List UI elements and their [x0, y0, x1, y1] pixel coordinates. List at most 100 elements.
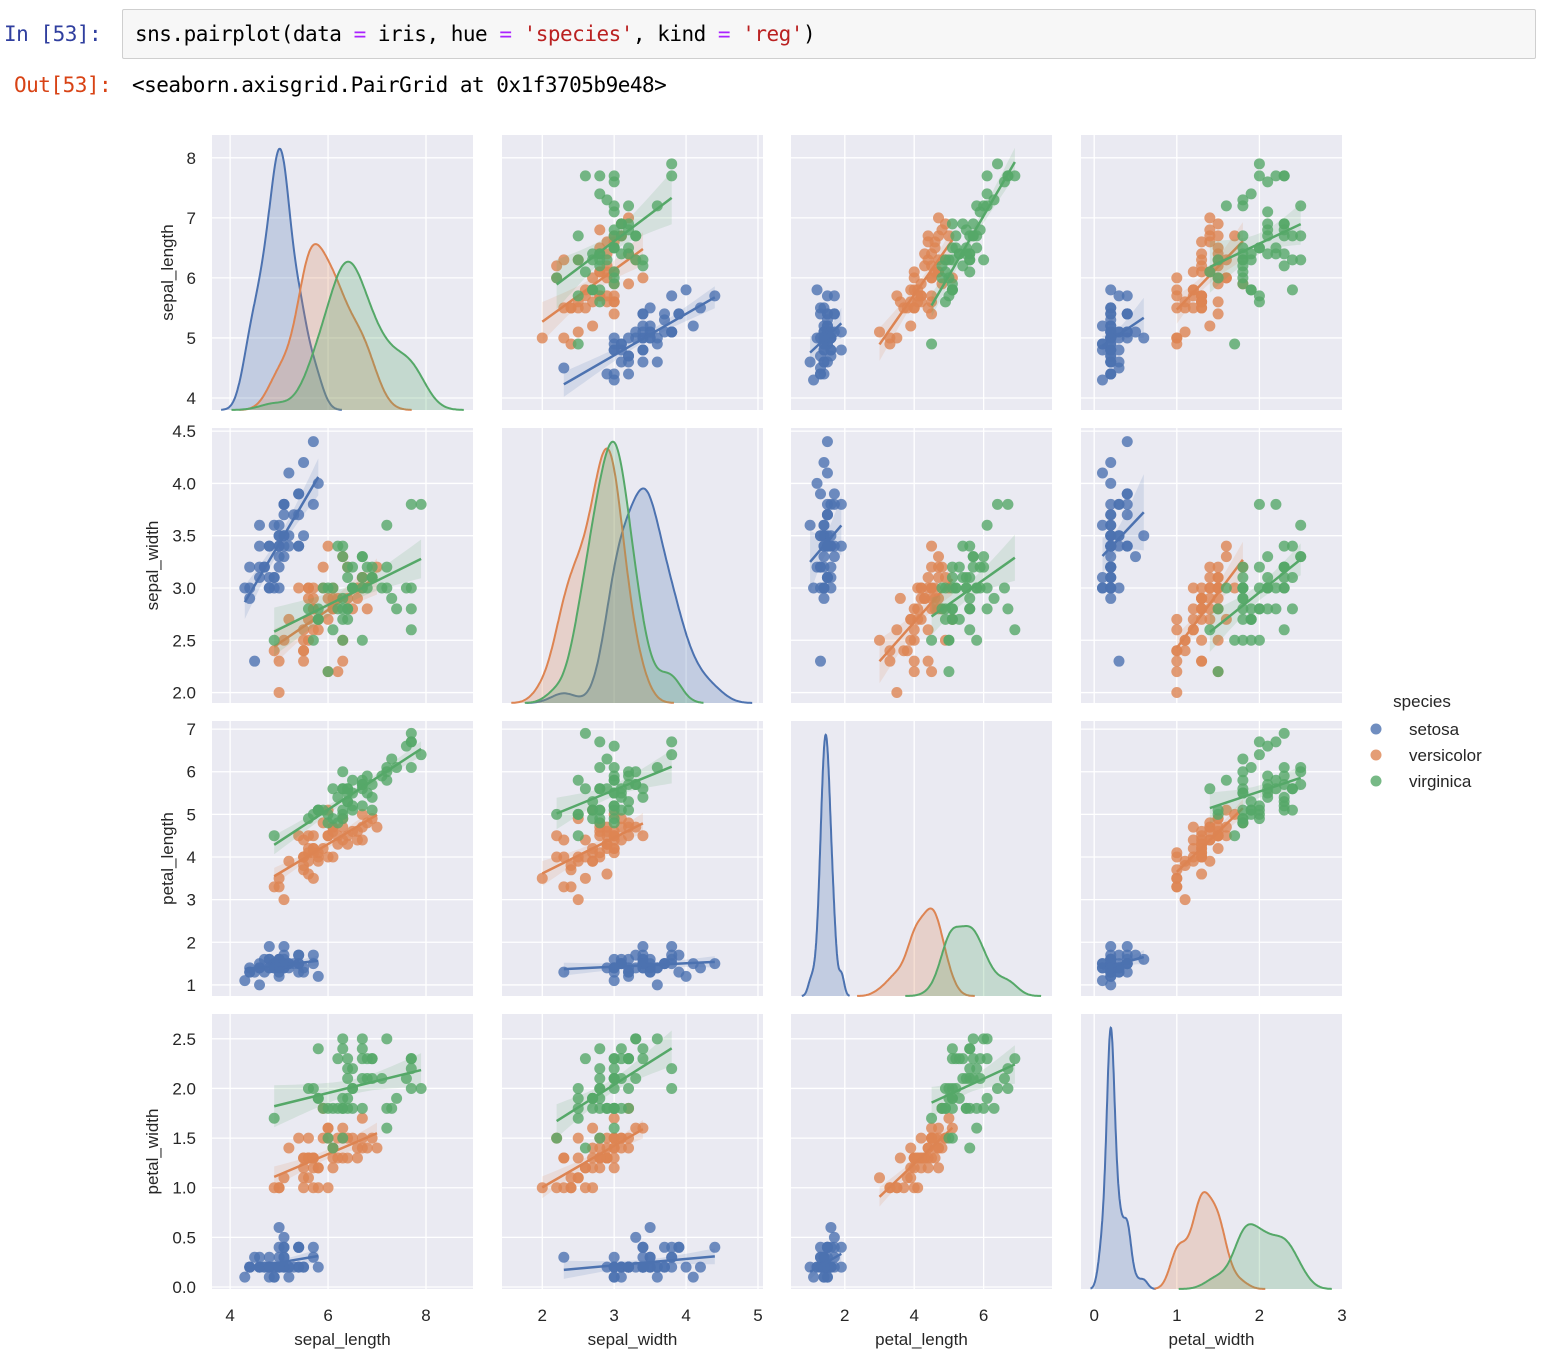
point-versicolor: [356, 808, 368, 820]
legend-marker-virginica: [1370, 775, 1382, 787]
point-virginica: [572, 1082, 584, 1094]
regression-line-virginica: [930, 161, 1016, 307]
point-setosa: [1121, 488, 1133, 500]
point-setosa: [815, 488, 827, 500]
point-setosa: [651, 979, 663, 991]
point-setosa: [818, 551, 830, 563]
point-setosa: [818, 1271, 830, 1283]
point-versicolor: [919, 260, 931, 272]
point-versicolor: [1220, 830, 1232, 842]
x-tick-label: 8: [421, 1306, 430, 1325]
point-versicolor: [536, 872, 548, 884]
code-cell[interactable]: sns.pairplot(data = iris, hue = 'species…: [122, 9, 1536, 59]
point-virginica: [992, 498, 1004, 510]
point-virginica: [1237, 603, 1249, 615]
regression-line-virginica: [1209, 558, 1302, 634]
point-virginica: [957, 540, 969, 552]
point-setosa: [1105, 551, 1117, 563]
point-versicolor: [579, 872, 591, 884]
point-versicolor: [317, 561, 329, 573]
point-virginica: [405, 498, 417, 510]
point-virginica: [1237, 572, 1249, 584]
point-virginica: [623, 1053, 635, 1065]
point-virginica: [366, 572, 378, 584]
point-setosa: [249, 1251, 261, 1263]
point-setosa: [1138, 530, 1150, 542]
point-virginica: [337, 613, 349, 625]
point-versicolor: [943, 1112, 955, 1124]
point-setosa: [623, 356, 635, 368]
point-versicolor: [608, 825, 620, 837]
point-virginica: [1253, 813, 1265, 825]
point-versicolor: [332, 838, 344, 850]
point-setosa: [811, 284, 823, 296]
kde-fill-versicolor: [1154, 1192, 1266, 1289]
point-versicolor: [915, 1132, 927, 1144]
point-virginica: [608, 1053, 620, 1065]
point-virginica: [1237, 804, 1249, 816]
point-setosa: [811, 477, 823, 489]
point-virginica: [939, 1082, 951, 1094]
point-versicolor: [908, 655, 920, 667]
point-versicolor: [298, 634, 310, 646]
point-setosa: [808, 1271, 820, 1283]
y-tick-label: 8: [187, 149, 196, 168]
point-virginica: [957, 218, 969, 230]
point-versicolor: [565, 864, 577, 876]
point-setosa: [298, 530, 310, 542]
point-setosa: [268, 572, 280, 584]
point-virginica: [946, 278, 958, 290]
point-virginica: [551, 808, 563, 820]
x-axis-label: petal_width: [1168, 1330, 1254, 1349]
point-versicolor: [1171, 624, 1183, 636]
point-virginica: [1237, 634, 1249, 646]
point-setosa: [263, 941, 275, 953]
y-tick-label: 0.5: [172, 1228, 196, 1247]
point-versicolor: [1204, 613, 1216, 625]
point-virginica: [666, 170, 678, 182]
point-versicolor: [283, 1142, 295, 1154]
panel-petal_width-vs-petal_width: 0 1 2 3 petal_width: [1081, 1014, 1347, 1349]
point-virginica: [1237, 774, 1249, 786]
point-virginica: [946, 572, 958, 584]
point-versicolor: [922, 624, 934, 636]
point-setosa: [825, 498, 837, 510]
y-tick-label: 4.5: [172, 422, 196, 441]
point-setosa: [608, 1271, 620, 1283]
point-setosa: [239, 1271, 251, 1283]
point-virginica: [1278, 770, 1290, 782]
point-virginica: [337, 603, 349, 615]
point-virginica: [964, 603, 976, 615]
point-setosa: [608, 1251, 620, 1263]
point-setosa: [1121, 509, 1133, 521]
point-setosa: [694, 962, 706, 974]
point-versicolor: [558, 881, 570, 893]
x-tick-label: 5: [753, 1306, 762, 1325]
point-versicolor: [933, 551, 945, 563]
point-versicolor: [307, 582, 319, 594]
point-virginica: [1295, 761, 1307, 773]
point-setosa: [1096, 374, 1108, 386]
point-setosa: [825, 1221, 837, 1233]
point-virginica: [579, 727, 591, 739]
panel-sepal_length-vs-petal_width: [1081, 135, 1342, 410]
x-axis-label: sepal_width: [588, 1330, 678, 1349]
point-versicolor: [1229, 582, 1241, 594]
point-setosa: [1121, 966, 1133, 978]
point-setosa: [1113, 344, 1125, 356]
regression-line-setosa: [1102, 955, 1145, 970]
point-setosa: [1105, 519, 1117, 531]
point-versicolor: [1171, 881, 1183, 893]
panel-background: [212, 135, 473, 410]
point-virginica: [1278, 800, 1290, 812]
point-virginica: [391, 1092, 403, 1104]
point-versicolor: [1212, 830, 1224, 842]
kde-fill-virginica: [1178, 1224, 1332, 1289]
point-versicolor: [298, 1172, 310, 1184]
point-versicolor: [1204, 224, 1216, 236]
point-virginica: [302, 603, 314, 615]
point-setosa: [818, 561, 830, 573]
point-virginica: [332, 1053, 344, 1065]
x-tick-label: 2: [840, 1306, 849, 1325]
point-virginica: [936, 582, 948, 594]
